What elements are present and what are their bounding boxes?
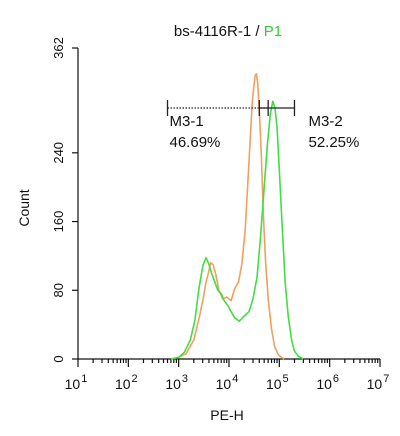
- series-layer: [170, 73, 304, 360]
- y-tick-label: 0: [51, 355, 66, 362]
- title-sample: bs-4116R-1: [174, 23, 251, 40]
- y-tick-label: 240: [51, 142, 66, 164]
- y-tick-label: 80: [51, 283, 66, 297]
- title-separator: /: [251, 23, 264, 40]
- x-tick-label: 102: [115, 373, 138, 392]
- x-tick-label: 107: [367, 373, 390, 392]
- gate-percent-label: 52.25%: [308, 134, 359, 151]
- chart-title: bs-4116R-1 / P1: [174, 23, 282, 40]
- x-axis-ticks: 101 102 103 104 105 106 107: [65, 359, 390, 392]
- x-tick-label: 104: [216, 373, 239, 392]
- series-line-orange: [170, 73, 285, 360]
- x-tick-label: 105: [266, 373, 289, 392]
- y-axis-ticks: 0 80 160 240 362: [51, 37, 78, 363]
- series-line-green: [170, 100, 304, 360]
- gate-name-label: M3-2: [308, 113, 342, 130]
- y-tick-label: 160: [51, 211, 66, 233]
- x-tick-label: 101: [65, 373, 88, 392]
- title-gate: P1: [264, 23, 282, 40]
- gate-layer: M3-1 46.69% M3-2 52.25%: [166, 100, 359, 151]
- y-axis-label: Count: [16, 189, 32, 226]
- x-tick-label: 106: [316, 373, 339, 392]
- gate-name-label: M3-1: [170, 113, 204, 130]
- x-tick-label: 103: [165, 373, 188, 392]
- x-axis-label: PE-H: [210, 407, 243, 423]
- y-tick-label: 362: [51, 37, 66, 59]
- gate-percent-label: 46.69%: [170, 134, 221, 151]
